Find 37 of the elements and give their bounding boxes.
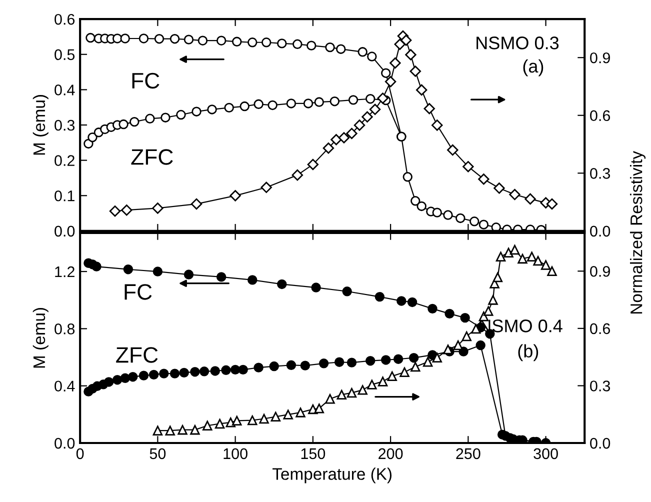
annotation: NSMO 0.3 — [476, 36, 559, 50]
y2-tick-label: 0.0 — [590, 438, 610, 449]
y-tick-label: 0.1 — [54, 190, 74, 202]
annotation: (b) — [518, 344, 538, 362]
y-axis-title: M (emu) — [32, 308, 48, 368]
y-tick-label: 0.4 — [54, 380, 75, 392]
y-tick-label: 0.5 — [54, 49, 75, 60]
annotation: FC — [124, 284, 152, 300]
annotation: FC — [132, 72, 160, 89]
x-tick-label: 100 — [224, 448, 248, 460]
y2-axis-title: Normalized Resistivity — [630, 150, 646, 314]
y-tick-label: 0.4 — [54, 84, 75, 96]
y2-tick-label: 0.0 — [590, 226, 610, 237]
y-axis-title: M (emu) — [32, 95, 48, 155]
y-tick-label: 0.0 — [54, 438, 75, 449]
y-tick-label: 0.2 — [54, 155, 74, 166]
y2-tick-label: 0.6 — [590, 110, 610, 122]
annotation: (a) — [523, 59, 544, 76]
y2-tick-label: 0.9 — [590, 266, 610, 277]
y-tick-label: 0.6 — [54, 14, 75, 25]
y-tick-label: 0.0 — [54, 226, 75, 237]
y-tick-label: 0.3 — [54, 120, 75, 131]
y2-tick-label: 0.9 — [590, 52, 610, 64]
annotation: ZFC — [116, 347, 158, 363]
x-axis-title: Temperature (K) — [272, 468, 392, 484]
x-tick-label: 200 — [378, 448, 403, 460]
x-tick-label: 150 — [301, 448, 326, 460]
x-tick-label: 250 — [456, 448, 480, 460]
x-tick-label: 0 — [76, 448, 84, 460]
annotation: ZFC — [131, 149, 173, 165]
y2-tick-label: 0.3 — [590, 380, 610, 392]
y2-tick-label: 0.3 — [590, 168, 610, 179]
y-tick-label: 1.2 — [55, 266, 74, 278]
x-tick-label: 300 — [534, 448, 558, 460]
x-tick-label: 50 — [150, 448, 166, 460]
y2-tick-label: 0.6 — [590, 323, 610, 334]
y-tick-label: 0.8 — [54, 324, 75, 334]
